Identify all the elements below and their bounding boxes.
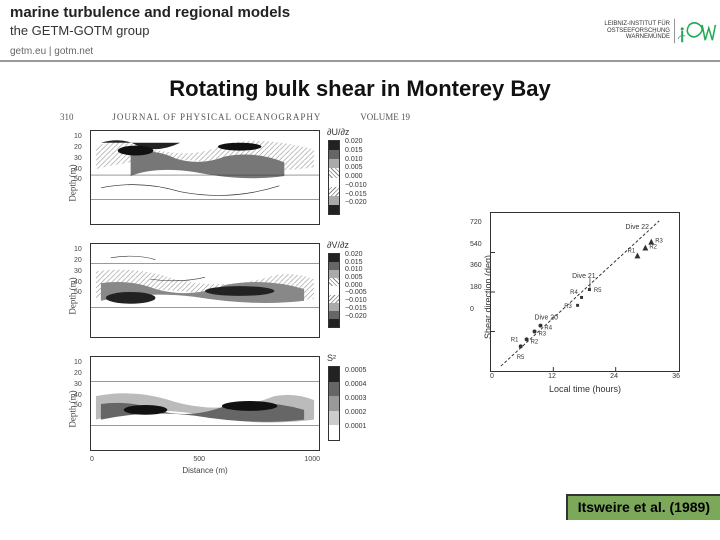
plot-s2 xyxy=(90,356,320,451)
left-figure-stack: 310 JOURNAL OF PHYSICAL OCEANOGRAPHY VOL… xyxy=(60,112,410,469)
colorbar-3 xyxy=(328,366,340,441)
right-xlabel: Local time (hours) xyxy=(490,384,680,394)
panel-dv-dz: Depth (m) 10 20 30 40 50 xyxy=(60,243,400,348)
journal-vol: VOLUME 19 xyxy=(360,112,410,122)
header-bar: marine turbulence and regional models th… xyxy=(0,0,720,62)
svg-text:R1: R1 xyxy=(628,249,636,255)
cb-labels-3: 0.0005 0.0004 0.0003 0.0002 0.0001 xyxy=(345,364,366,434)
iow-logo: LEIBNIZ-INSTITUT FÜR OSTSEEFORSCHUNG WAR… xyxy=(580,0,720,62)
content-area: 310 JOURNAL OF PHYSICAL OCEANOGRAPHY VOL… xyxy=(0,102,720,522)
svg-text:R5: R5 xyxy=(594,288,602,294)
cb-title-2: ∂V/∂z xyxy=(327,240,349,250)
cb-labels-1: 0.020 0.015 0.010 0.005 0.000 −0.010 −0.… xyxy=(345,138,367,208)
svg-text:R2: R2 xyxy=(649,245,657,251)
colorbar-1 xyxy=(328,140,340,215)
logo-institution-text: LEIBNIZ-INSTITUT FÜR OSTSEEFORSCHUNG WAR… xyxy=(580,21,670,41)
right-yticks: 720 540 360 180 0 xyxy=(470,212,482,320)
plot-dv-dz xyxy=(90,243,320,338)
svg-text:R3: R3 xyxy=(655,239,663,245)
citation-box: Itsweire et al. (1989) xyxy=(566,494,720,520)
cb-title-3: S² xyxy=(327,353,336,363)
yticks-3: 10 20 30 40 50 xyxy=(74,358,82,412)
right-plot: R1 R2 R3 R4 R5 Dive 20 R4 R5 R3 Dive 21 … xyxy=(490,212,680,372)
svg-text:R4: R4 xyxy=(570,290,578,296)
svg-text:R3: R3 xyxy=(538,331,546,337)
slide-title: Rotating bulk shear in Monterey Bay xyxy=(0,76,720,102)
svg-text:R1: R1 xyxy=(511,337,519,343)
colorbar-2 xyxy=(328,253,340,328)
plot-du-dz xyxy=(90,130,320,225)
journal-name: JOURNAL OF PHYSICAL OCEANOGRAPHY xyxy=(112,112,321,122)
journal-page: 310 xyxy=(60,112,74,122)
citation-text: Itsweire et al. (1989) xyxy=(578,499,710,515)
yticks-1: 10 20 30 40 50 xyxy=(74,132,82,186)
journal-header: 310 JOURNAL OF PHYSICAL OCEANOGRAPHY VOL… xyxy=(60,112,410,122)
cb-labels-2: 0.020 0.015 0.010 0.005 0.000 −0.005 −0.… xyxy=(345,251,367,320)
yticks-2: 10 20 30 40 50 xyxy=(74,245,82,299)
svg-text:R3: R3 xyxy=(564,304,572,310)
xlabel: Distance (m) xyxy=(90,466,320,475)
right-figure-shear-direction: Shear direction (deg) 720 540 360 180 0 … xyxy=(460,202,690,402)
iow-logo-svg xyxy=(674,7,720,55)
svg-text:R4: R4 xyxy=(544,326,552,332)
cb-title-1: ∂U/∂z xyxy=(327,127,349,137)
dive21-label: Dive 21 xyxy=(572,273,596,280)
panel-s-squared: Depth (m) 10 20 30 40 50 S² xyxy=(60,356,400,461)
dive22-label: Dive 22 xyxy=(626,224,650,231)
panel-du-dz: Depth (m) 10 20 30 40 50 xyxy=(60,130,400,235)
right-xticks: 0 12 24 36 xyxy=(490,373,680,380)
dive20-label: Dive 20 xyxy=(535,315,559,322)
svg-text:R5: R5 xyxy=(517,355,525,361)
svg-text:R2: R2 xyxy=(531,339,539,345)
xticks: 0 500 1000 xyxy=(90,456,320,463)
